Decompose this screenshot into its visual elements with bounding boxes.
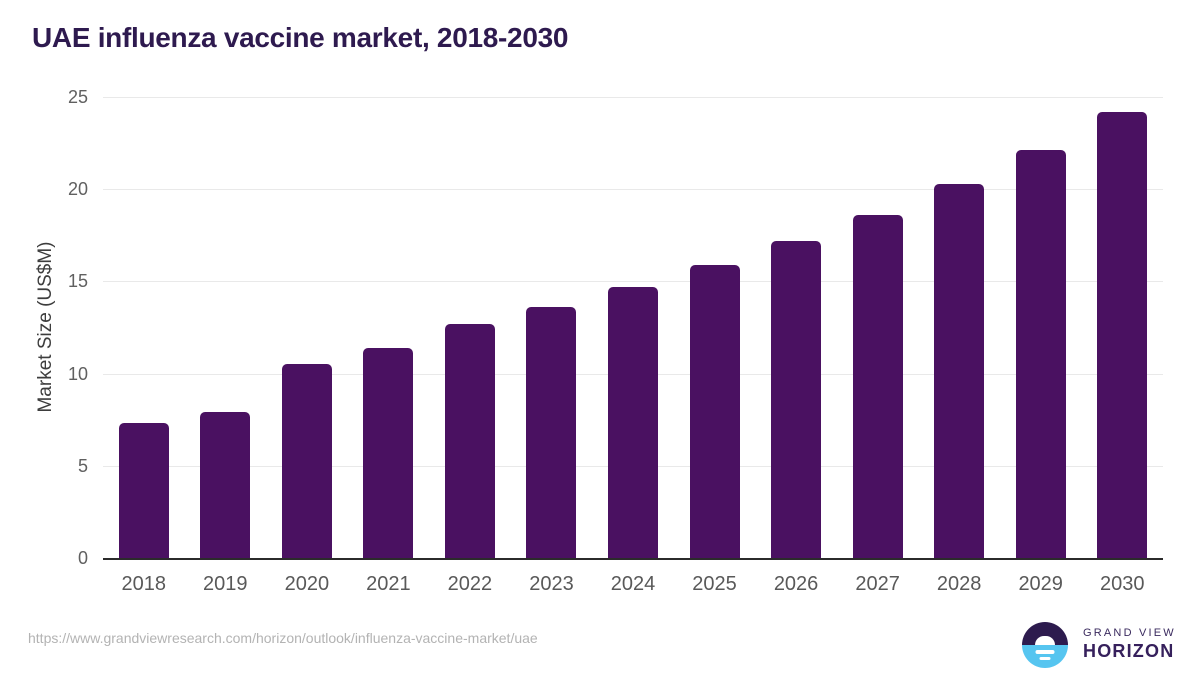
x-tick-label-2019: 2019 bbox=[203, 573, 248, 595]
bar-2028 bbox=[934, 183, 985, 558]
grand-view-horizon-logo: GRAND VIEW HORIZON bbox=[1022, 622, 1182, 668]
x-tick-label-2028: 2028 bbox=[936, 573, 982, 595]
sun-reflection-line-icon bbox=[1035, 650, 1055, 654]
x-tick-label-2026: 2026 bbox=[773, 573, 819, 595]
logo-text-grand-view: GRAND VIEW bbox=[1083, 627, 1176, 639]
bar-2021 bbox=[363, 347, 414, 558]
bar-2029 bbox=[1015, 150, 1066, 558]
x-axis-line bbox=[103, 558, 1163, 560]
x-tick-label-2029: 2029 bbox=[1018, 573, 1063, 595]
y-tick-label-0: 0 bbox=[77, 548, 88, 568]
x-tick-label-2022: 2022 bbox=[447, 573, 493, 595]
bar-2019 bbox=[200, 412, 251, 558]
logo-text-horizon: HORIZON bbox=[1083, 641, 1175, 661]
bar-2030 bbox=[1097, 111, 1148, 558]
y-axis-title: Market Size (US$M) bbox=[35, 241, 56, 413]
bar-2023 bbox=[526, 307, 577, 558]
gridline-y-25 bbox=[103, 97, 1163, 98]
bar-2024 bbox=[608, 286, 658, 558]
y-tick-label-20: 20 bbox=[67, 179, 88, 200]
x-tick-label-2024: 2024 bbox=[610, 573, 656, 595]
gridline-y-15 bbox=[103, 281, 1163, 283]
bar-2027 bbox=[852, 215, 903, 558]
gridline-y-20 bbox=[103, 189, 1163, 191]
y-tick-label-5: 5 bbox=[77, 455, 88, 476]
bar-2020 bbox=[281, 364, 332, 558]
x-tick-label-2030: 2030 bbox=[1099, 573, 1145, 595]
y-tick-label-15: 15 bbox=[67, 271, 88, 292]
sun-reflection-line-icon bbox=[1039, 657, 1051, 660]
source-url: https://www.grandviewresearch.com/horizo… bbox=[28, 630, 538, 646]
page-title: UAE influenza vaccine market, 2018-2030 bbox=[32, 22, 569, 53]
y-tick-label-10: 10 bbox=[67, 363, 88, 384]
bar-2025 bbox=[689, 264, 740, 558]
bar-2018 bbox=[118, 423, 169, 558]
sun-horizon-logo-icon bbox=[1022, 622, 1068, 668]
bar-2026 bbox=[771, 240, 822, 558]
x-tick-label-2021: 2021 bbox=[366, 573, 411, 595]
x-tick-label-2018: 2018 bbox=[121, 573, 167, 595]
x-tick-label-2027: 2027 bbox=[855, 573, 900, 595]
logo-text: GRAND VIEW HORIZON bbox=[1083, 627, 1176, 662]
x-tick-label-2020: 2020 bbox=[284, 573, 330, 595]
x-tick-label-2025: 2025 bbox=[692, 573, 737, 595]
bar-2022 bbox=[444, 323, 495, 558]
y-tick-label-25: 25 bbox=[67, 87, 88, 107]
x-tick-label-2023: 2023 bbox=[529, 573, 574, 595]
sun-dome-icon bbox=[1035, 636, 1055, 645]
